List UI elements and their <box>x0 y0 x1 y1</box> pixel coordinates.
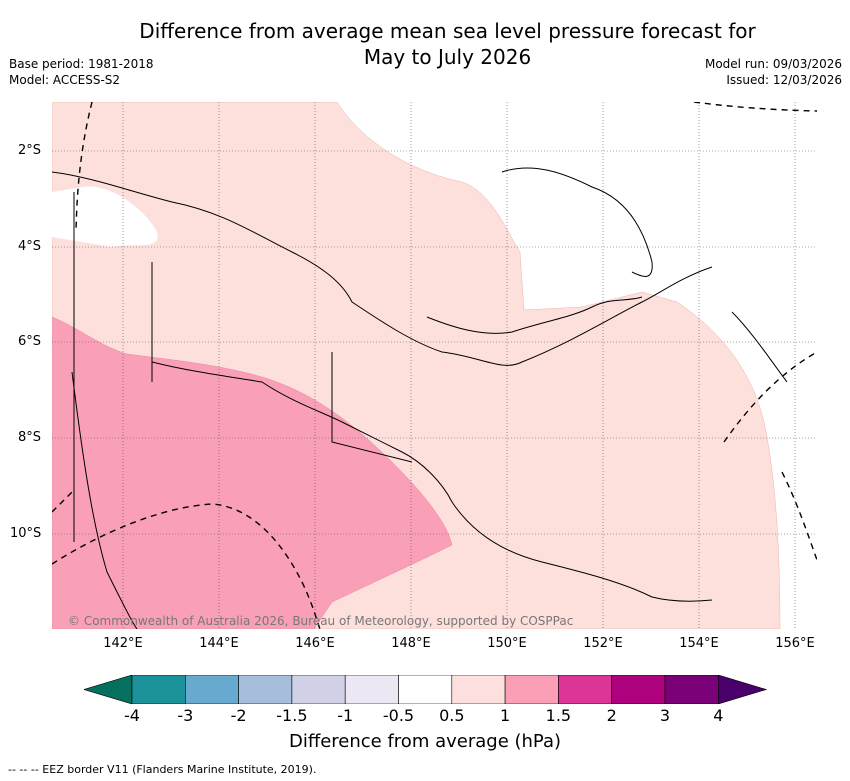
colorbar-segment <box>398 675 453 704</box>
lat-label-8s: 8°S <box>18 430 42 445</box>
copyright-note: © Commonwealth of Australia 2026, Bureau… <box>68 614 574 628</box>
colorbar-tick-label: -3 <box>177 706 194 725</box>
anomaly-region-1-to-1-5 <box>52 316 453 629</box>
colorbar-tick-label: 1 <box>500 706 511 725</box>
colorbar-extend-high <box>717 675 768 704</box>
lon-label-150e: 150°E <box>487 636 527 651</box>
lat-label-4s: 4°S <box>18 239 42 254</box>
lon-label-146e: 146°E <box>295 636 335 651</box>
title-line-1: Difference from average mean sea level p… <box>139 19 756 43</box>
colorbar-segment <box>451 675 506 704</box>
lat-label-6s: 6°S <box>18 334 42 349</box>
colorbar-segment <box>344 675 399 704</box>
lon-label-152e: 152°E <box>583 636 623 651</box>
lon-label-154e: 154°E <box>679 636 719 651</box>
colorbar-segment <box>504 675 559 704</box>
colorbar-tick-label: -1 <box>337 706 354 725</box>
lon-label-148e: 148°E <box>391 636 431 651</box>
colorbar-tick-label: -0.5 <box>382 706 415 725</box>
colorbar-tick-label: 1.5 <box>545 706 572 725</box>
colorbar-extend-low <box>84 675 133 704</box>
eez-borders <box>52 102 817 629</box>
colorbar-tick-label: 3 <box>659 706 671 725</box>
model-name: Model: ACCESS-S2 <box>9 73 121 87</box>
colorbar-tick-label: -4 <box>124 706 140 725</box>
colorbar-tick-label: 0.5 <box>439 706 465 725</box>
colorbar-segment <box>558 675 612 704</box>
meta-left: Base period: 1981-2018 Model: ACCESS-S2 <box>9 56 154 88</box>
lon-label-142e: 142°E <box>103 636 143 651</box>
colorbar-tick-label: -1.5 <box>276 706 308 725</box>
colorbar-title: Difference from average (hPa) <box>288 731 562 752</box>
map-canvas <box>52 102 817 629</box>
colorbar <box>84 675 768 704</box>
lon-label-156e: 156°E <box>775 636 815 651</box>
meta-right: Model run: 09/03/2026 Issued: 12/03/2026 <box>705 56 842 88</box>
colorbar-tick-label: -2 <box>230 706 247 725</box>
unshaded-gap <box>52 186 158 247</box>
lat-label-10s: 10°S <box>10 526 42 541</box>
colorbar-tick-label: 4 <box>713 706 724 725</box>
eez-legend: -- -- -- EEZ border V11 (Flanders Marine… <box>8 763 317 776</box>
lat-label-2s: 2°S <box>18 143 42 158</box>
coastlines <box>52 167 788 629</box>
gridlines <box>52 102 817 629</box>
title-line-2: May to July 2026 <box>363 45 532 69</box>
issued-date: Issued: 12/03/2026 <box>726 73 842 87</box>
colorbar-segment <box>611 675 666 704</box>
lon-label-144e: 144°E <box>199 636 239 651</box>
colorbar-segment <box>291 675 346 704</box>
colorbar-segment <box>185 675 239 704</box>
colorbar-segment <box>131 675 186 704</box>
model-run: Model run: 09/03/2026 <box>704 57 842 71</box>
colorbar-segment <box>238 675 293 704</box>
colorbar-tick-label: 2 <box>606 706 617 725</box>
base-period: Base period: 1981-2018 <box>9 57 154 71</box>
map-title: Difference from average mean sea level p… <box>0 18 850 70</box>
colorbar-segment <box>664 675 719 704</box>
